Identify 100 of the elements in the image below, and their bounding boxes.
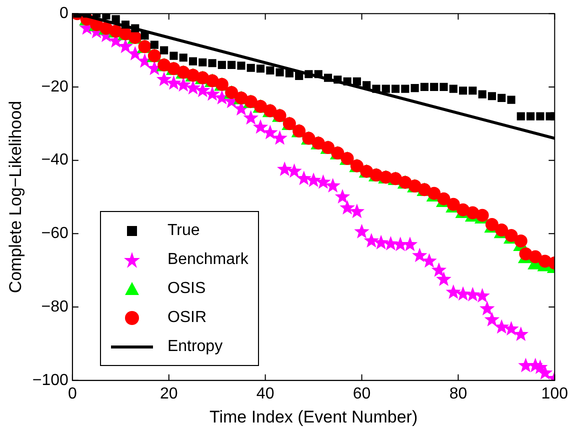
point — [340, 200, 355, 214]
point — [494, 319, 510, 334]
point — [364, 233, 380, 248]
point — [121, 20, 130, 29]
point — [436, 272, 452, 286]
point — [402, 236, 418, 252]
point — [218, 60, 226, 69]
point — [354, 224, 370, 238]
point — [474, 288, 490, 303]
point — [334, 189, 350, 204]
point — [488, 92, 496, 100]
legend-label: Entropy — [167, 338, 223, 356]
point — [306, 172, 322, 187]
point — [277, 161, 292, 176]
point — [140, 32, 149, 40]
point — [504, 321, 519, 336]
point — [131, 24, 140, 32]
x-tick-label: 60 — [352, 385, 371, 402]
point — [536, 112, 544, 120]
point — [295, 72, 304, 80]
point — [262, 124, 278, 140]
point — [118, 38, 134, 54]
point — [179, 54, 188, 62]
point — [316, 174, 331, 189]
point — [401, 84, 410, 93]
point — [246, 64, 255, 72]
legend-label: Benchmark — [167, 250, 248, 269]
point — [176, 77, 191, 92]
point — [468, 86, 477, 95]
x-axis-title: Time Index (Event Number) — [209, 407, 418, 426]
point — [484, 312, 500, 326]
point — [516, 112, 525, 120]
y-tick-label: −60 — [41, 225, 69, 242]
point — [156, 72, 172, 86]
point — [480, 300, 495, 316]
point — [343, 77, 352, 86]
point — [410, 84, 419, 92]
point — [430, 82, 438, 91]
point — [112, 15, 120, 24]
point — [237, 62, 246, 70]
point — [412, 248, 428, 262]
point — [272, 130, 288, 145]
point — [208, 59, 216, 68]
point — [478, 90, 486, 98]
point — [372, 84, 380, 93]
point — [150, 40, 158, 49]
point — [304, 70, 313, 78]
point — [352, 77, 361, 86]
x-tick-label: 80 — [449, 385, 468, 402]
point — [296, 170, 312, 186]
point — [446, 284, 461, 299]
y-tick-label: −100 — [32, 372, 69, 389]
point — [266, 66, 274, 74]
point — [286, 163, 302, 178]
point — [160, 46, 168, 54]
point — [514, 234, 528, 248]
point — [362, 81, 371, 90]
point — [334, 76, 342, 84]
legend-label: OSIS — [167, 280, 206, 298]
point — [518, 358, 534, 372]
point — [170, 52, 178, 60]
point — [449, 84, 458, 93]
y-tick-label: −20 — [41, 78, 69, 96]
y-tick-label: −80 — [41, 298, 69, 316]
point — [528, 250, 542, 264]
point — [382, 84, 390, 93]
legend-label: OSIR — [167, 308, 207, 327]
point — [465, 286, 480, 302]
point — [314, 70, 322, 78]
point — [256, 64, 265, 73]
point — [420, 82, 428, 91]
y-tick-label: 0 — [60, 5, 69, 22]
point — [526, 112, 535, 120]
point — [195, 82, 210, 98]
point — [391, 84, 400, 93]
point — [324, 74, 332, 82]
point — [422, 253, 437, 268]
point — [383, 236, 398, 250]
x-tick-label: 40 — [256, 385, 274, 402]
point — [349, 204, 365, 218]
y-axis-title: Complete Log−Likelihood — [6, 100, 25, 294]
point — [276, 68, 284, 76]
x-tick-label: 100 — [541, 385, 568, 402]
point — [431, 262, 447, 277]
point — [228, 60, 236, 69]
point — [455, 286, 471, 301]
point — [252, 119, 268, 134]
point — [498, 94, 506, 102]
point — [243, 110, 258, 125]
legend-label: True — [167, 222, 200, 240]
point — [440, 82, 448, 91]
point — [185, 80, 201, 95]
point — [458, 86, 468, 95]
point — [507, 96, 516, 104]
point — [537, 365, 553, 380]
x-tick-label: 20 — [160, 385, 178, 402]
point — [204, 86, 220, 101]
point — [373, 234, 389, 250]
y-tick-label: −40 — [41, 152, 69, 169]
point — [166, 75, 182, 90]
